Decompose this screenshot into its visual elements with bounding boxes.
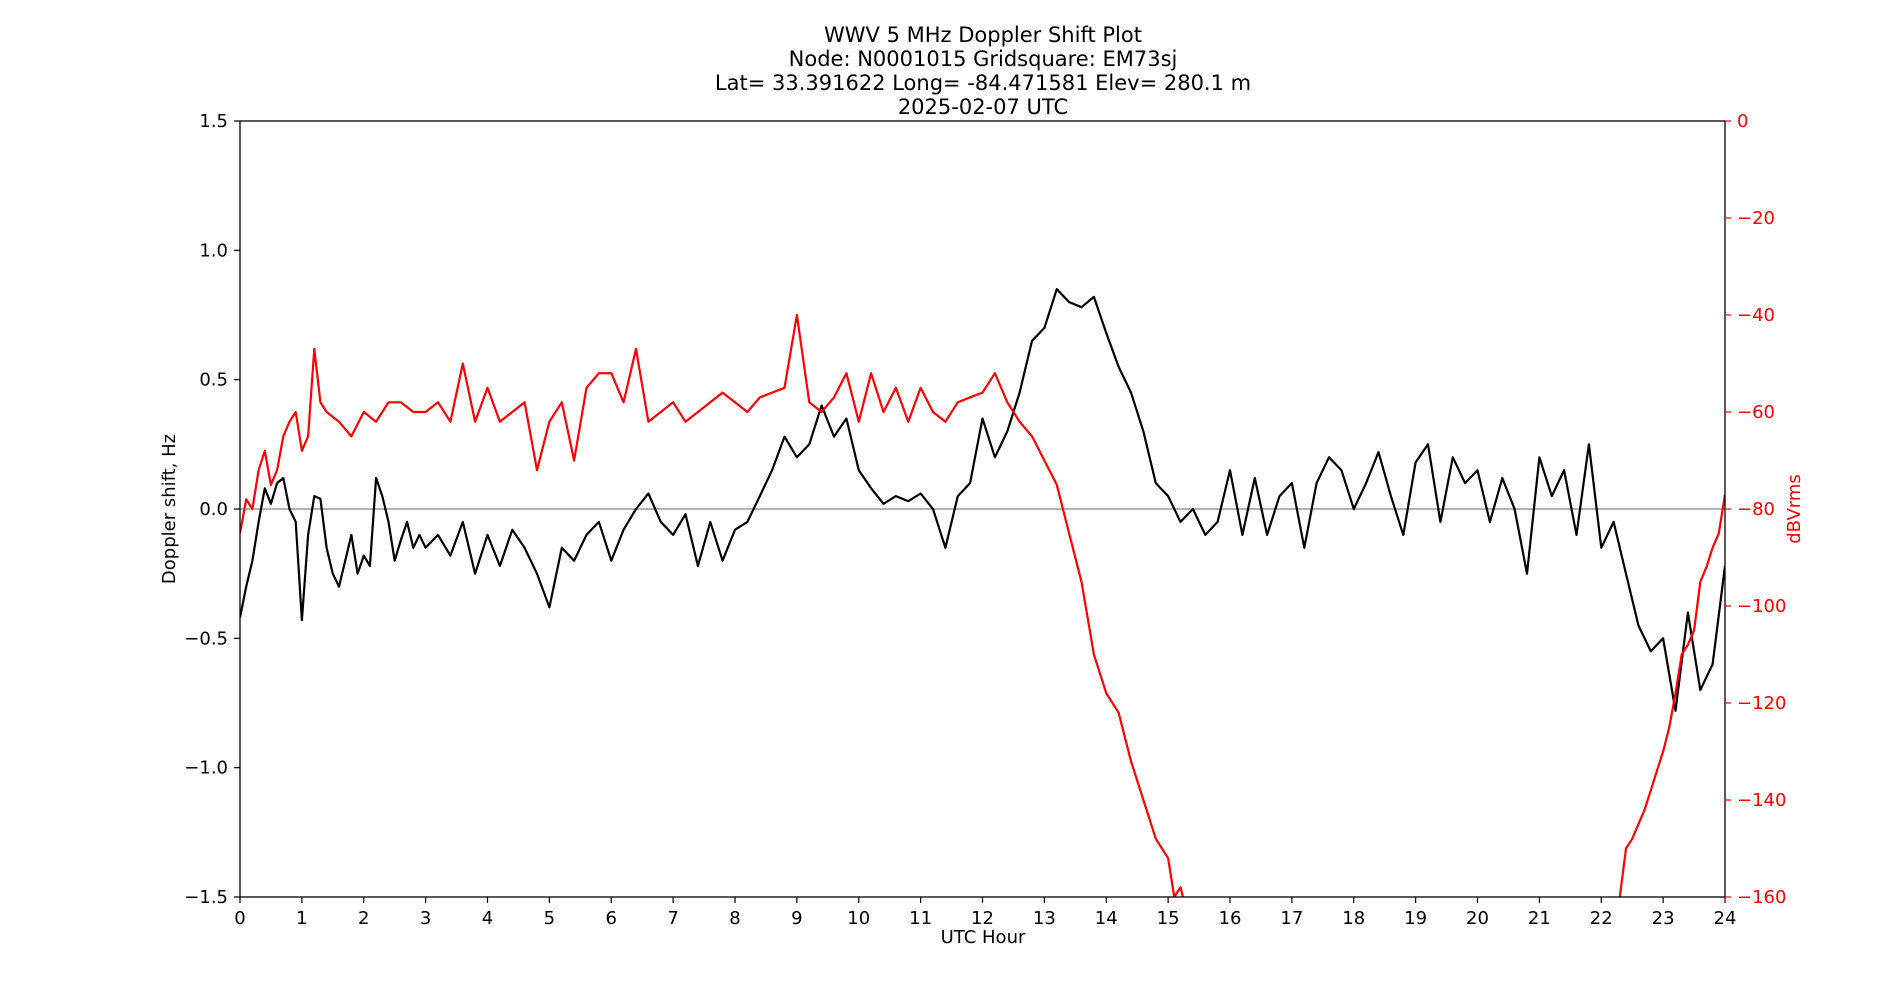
- x-tick-label: 16: [1219, 908, 1242, 929]
- y-axis-label: Doppler shift, Hz: [159, 434, 180, 584]
- x-tick-label: 0: [234, 908, 245, 929]
- title-line-1: WWV 5 MHz Doppler Shift Plot: [824, 23, 1142, 47]
- x-tick-label: 8: [729, 908, 740, 929]
- series-line-signal-level-segment-2: [1618, 494, 1725, 897]
- title-line-3: Lat= 33.391622 Long= -84.471581 Elev= 28…: [715, 71, 1251, 95]
- x-axis-label: UTC Hour: [941, 927, 1026, 948]
- x-tick-label: 3: [420, 908, 431, 929]
- x-tick-label: 6: [606, 908, 617, 929]
- y-tick-label: −1.0: [184, 758, 228, 779]
- title-line-4: 2025-02-07 UTC: [898, 95, 1068, 119]
- y2-tick-label: 0: [1737, 111, 1748, 132]
- title-line-2: Node: N0001015 Gridsquare: EM73sj: [789, 47, 1178, 71]
- series-line-doppler-shift: [240, 288, 1725, 712]
- y2-tick-label: −120: [1737, 693, 1786, 714]
- x-tick-label: 15: [1157, 908, 1180, 929]
- y2-tick-label: −100: [1737, 596, 1786, 617]
- x-tick-label: 19: [1404, 908, 1427, 929]
- y-tick-label: 1.0: [199, 240, 228, 261]
- x-tick-label: 12: [971, 908, 994, 929]
- y-tick-label: 0.5: [199, 370, 228, 391]
- x-tick-label: 17: [1280, 908, 1303, 929]
- y2-tick-label: −160: [1737, 887, 1786, 908]
- y2-axis-label: dBVrms: [1784, 474, 1805, 544]
- x-tick-label: 11: [909, 908, 932, 929]
- x-tick-label: 5: [544, 908, 555, 929]
- x-tick-label: 18: [1342, 908, 1365, 929]
- x-tick-label: 1: [296, 908, 307, 929]
- plot-area: 0 1 2 3 4 5 6 7 8 9 10 11 12 13 14 15 16 17 18 19 20 21 22 23 24…: [184, 111, 1786, 929]
- x-tick-label: 4: [482, 908, 493, 929]
- x-tick-label: 9: [791, 908, 802, 929]
- y2-tick-label: −20: [1737, 208, 1775, 229]
- y-tick-label: −0.5: [184, 628, 228, 649]
- y2-tick-label: −80: [1737, 499, 1775, 520]
- x-tick-label: 2: [358, 908, 369, 929]
- x-tick-label: 10: [847, 908, 870, 929]
- y-tick-label: 1.5: [199, 111, 228, 132]
- x-tick-label: 23: [1652, 908, 1675, 929]
- chart-title: WWV 5 MHz Doppler Shift Plot Node: N0001…: [715, 23, 1251, 119]
- x-tick-label: 24: [1714, 908, 1737, 929]
- x-tick-label: 7: [667, 908, 678, 929]
- x-tick-label: 21: [1528, 908, 1551, 929]
- y2-tick-label: −40: [1737, 305, 1775, 326]
- y-tick-label: −1.5: [184, 887, 228, 908]
- x-tick-label: 13: [1033, 908, 1056, 929]
- y2-tick-label: −140: [1737, 790, 1786, 811]
- y-tick-label: 0.0: [199, 499, 228, 520]
- series-line-signal-level: [240, 313, 1193, 897]
- x-tick-label: 14: [1095, 908, 1118, 929]
- y2-tick-label: −60: [1737, 402, 1775, 423]
- x-tick-label: 20: [1466, 908, 1489, 929]
- x-tick-label: 22: [1590, 908, 1613, 929]
